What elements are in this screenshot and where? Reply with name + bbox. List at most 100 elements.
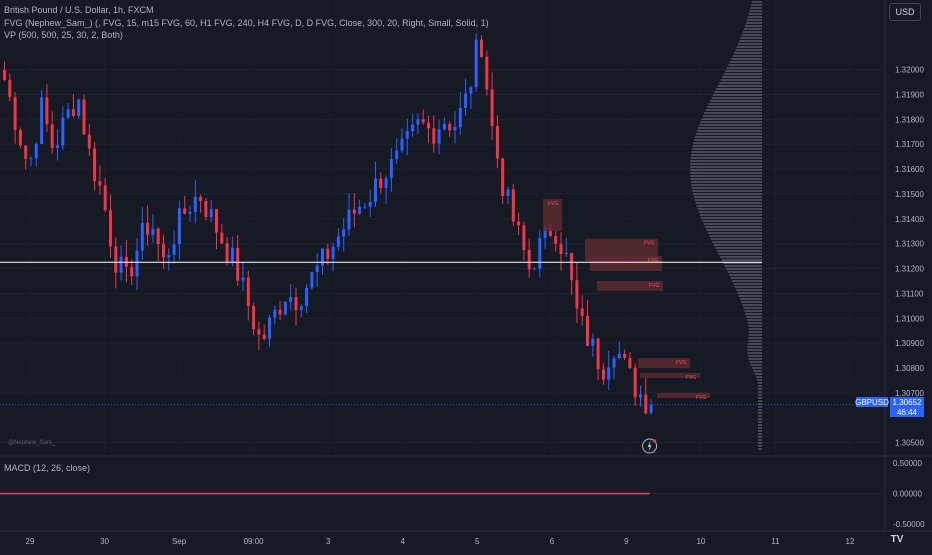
candle-body <box>331 246 335 259</box>
candle-body <box>294 297 298 311</box>
candle-body <box>18 129 22 146</box>
fvg-zone <box>640 372 700 378</box>
candle-body <box>469 87 473 94</box>
candle-body <box>586 315 589 346</box>
candle-body <box>162 244 165 258</box>
y-tick-label: 1.31100 <box>895 289 924 298</box>
candle-body <box>464 93 468 109</box>
candle-body <box>289 297 293 302</box>
candle-body <box>215 209 218 233</box>
legend-symbol-title[interactable]: British Pound / U.S. Dollar, 1h, FXCM <box>4 5 154 15</box>
candle-body <box>458 108 462 128</box>
y-tick-label: 1.31200 <box>895 265 924 274</box>
candle-body <box>188 211 192 214</box>
candle-body <box>262 334 266 339</box>
tradingview-logo[interactable]: TV <box>890 533 904 545</box>
candle-body <box>533 268 536 270</box>
y-tick-label: 1.30800 <box>895 364 924 373</box>
fvg-zone <box>585 238 658 262</box>
candle-body <box>517 221 521 226</box>
candle-body <box>82 99 86 135</box>
candle-body <box>374 178 377 203</box>
candle-body <box>506 189 510 196</box>
candle-body <box>151 228 155 235</box>
candle-body <box>601 369 605 380</box>
candle-body <box>246 277 250 307</box>
candle-body <box>495 125 499 159</box>
macd-legend-title[interactable]: MACD (12, 26, close) <box>4 463 91 473</box>
x-tick-label: 5 <box>475 537 480 546</box>
candle-body <box>204 200 208 217</box>
candle-body <box>236 247 240 281</box>
macd-y-tick-label: 0.00000 <box>893 490 922 499</box>
candle-body <box>310 272 314 288</box>
candle-body <box>649 404 653 414</box>
candle-body <box>29 158 33 160</box>
x-tick-label: Sep <box>172 537 187 546</box>
candle-body <box>421 119 425 123</box>
candle-body <box>628 357 632 368</box>
candle-body <box>395 150 399 159</box>
candle-body <box>87 134 91 149</box>
candle-body <box>109 210 112 247</box>
candle-body <box>278 309 282 315</box>
candle-body <box>623 353 627 358</box>
candle-body <box>522 225 526 251</box>
candle-body <box>257 329 261 335</box>
symbol-tag: GBPUSD <box>855 397 889 407</box>
x-tick-label: 3 <box>326 537 331 546</box>
currency-button[interactable]: USD <box>889 3 921 21</box>
candle-body <box>538 237 542 269</box>
candle-body <box>172 244 176 255</box>
x-tick-label: 10 <box>696 537 705 546</box>
candle-body <box>315 265 319 273</box>
legend-fvg-indicator[interactable]: FVG (Nephew_Sam_) (, FVG, 15, m15 FVG, 6… <box>4 18 489 28</box>
candle-body <box>543 225 547 238</box>
candle-body <box>98 181 102 186</box>
candle-body <box>490 89 494 126</box>
x-tick-label: 9 <box>624 537 629 546</box>
fvg-label: FVG <box>676 360 686 366</box>
candle-body <box>580 308 584 316</box>
candle-body <box>570 252 574 281</box>
candle-body <box>559 243 563 254</box>
fvg-label: FVG <box>686 375 696 381</box>
candle-body <box>527 250 531 270</box>
x-tick-label: 12 <box>846 537 855 546</box>
candle-body <box>501 158 505 196</box>
candle-body <box>183 208 187 214</box>
candle-body <box>639 394 642 398</box>
fvg-zone <box>657 392 710 398</box>
candle-body <box>45 97 49 125</box>
y-tick-label: 1.31300 <box>895 240 924 249</box>
candle-body <box>140 222 144 251</box>
candle-body <box>283 301 287 315</box>
fvg-zone <box>590 256 662 272</box>
candle-body <box>326 248 330 259</box>
candle-body <box>66 109 70 118</box>
candle-body <box>448 123 452 131</box>
candle-body <box>135 250 139 277</box>
x-tick-label: 11 <box>771 537 780 546</box>
candle-body <box>34 143 38 159</box>
candle-body <box>405 131 409 139</box>
lightning-icon <box>642 438 658 454</box>
candle-body <box>347 209 351 230</box>
candle-body <box>56 145 59 149</box>
candle-body <box>474 39 478 88</box>
candle-body <box>416 119 420 125</box>
legend-vp-indicator[interactable]: VP (500, 500, 25, 30, 2, Both) <box>4 30 123 40</box>
candle-body <box>273 309 277 318</box>
watermark: @Nephew_Sam_ <box>8 440 56 446</box>
candle-body <box>384 178 388 189</box>
fvg-zone <box>638 358 690 368</box>
candle-body <box>591 338 595 346</box>
countdown-tag: 46:44 <box>890 407 924 417</box>
y-tick-label: 1.31600 <box>895 165 924 174</box>
candle-body <box>230 247 234 263</box>
candle-body <box>321 248 324 266</box>
candle-body <box>564 252 568 254</box>
y-tick-label: 1.31000 <box>895 314 924 323</box>
